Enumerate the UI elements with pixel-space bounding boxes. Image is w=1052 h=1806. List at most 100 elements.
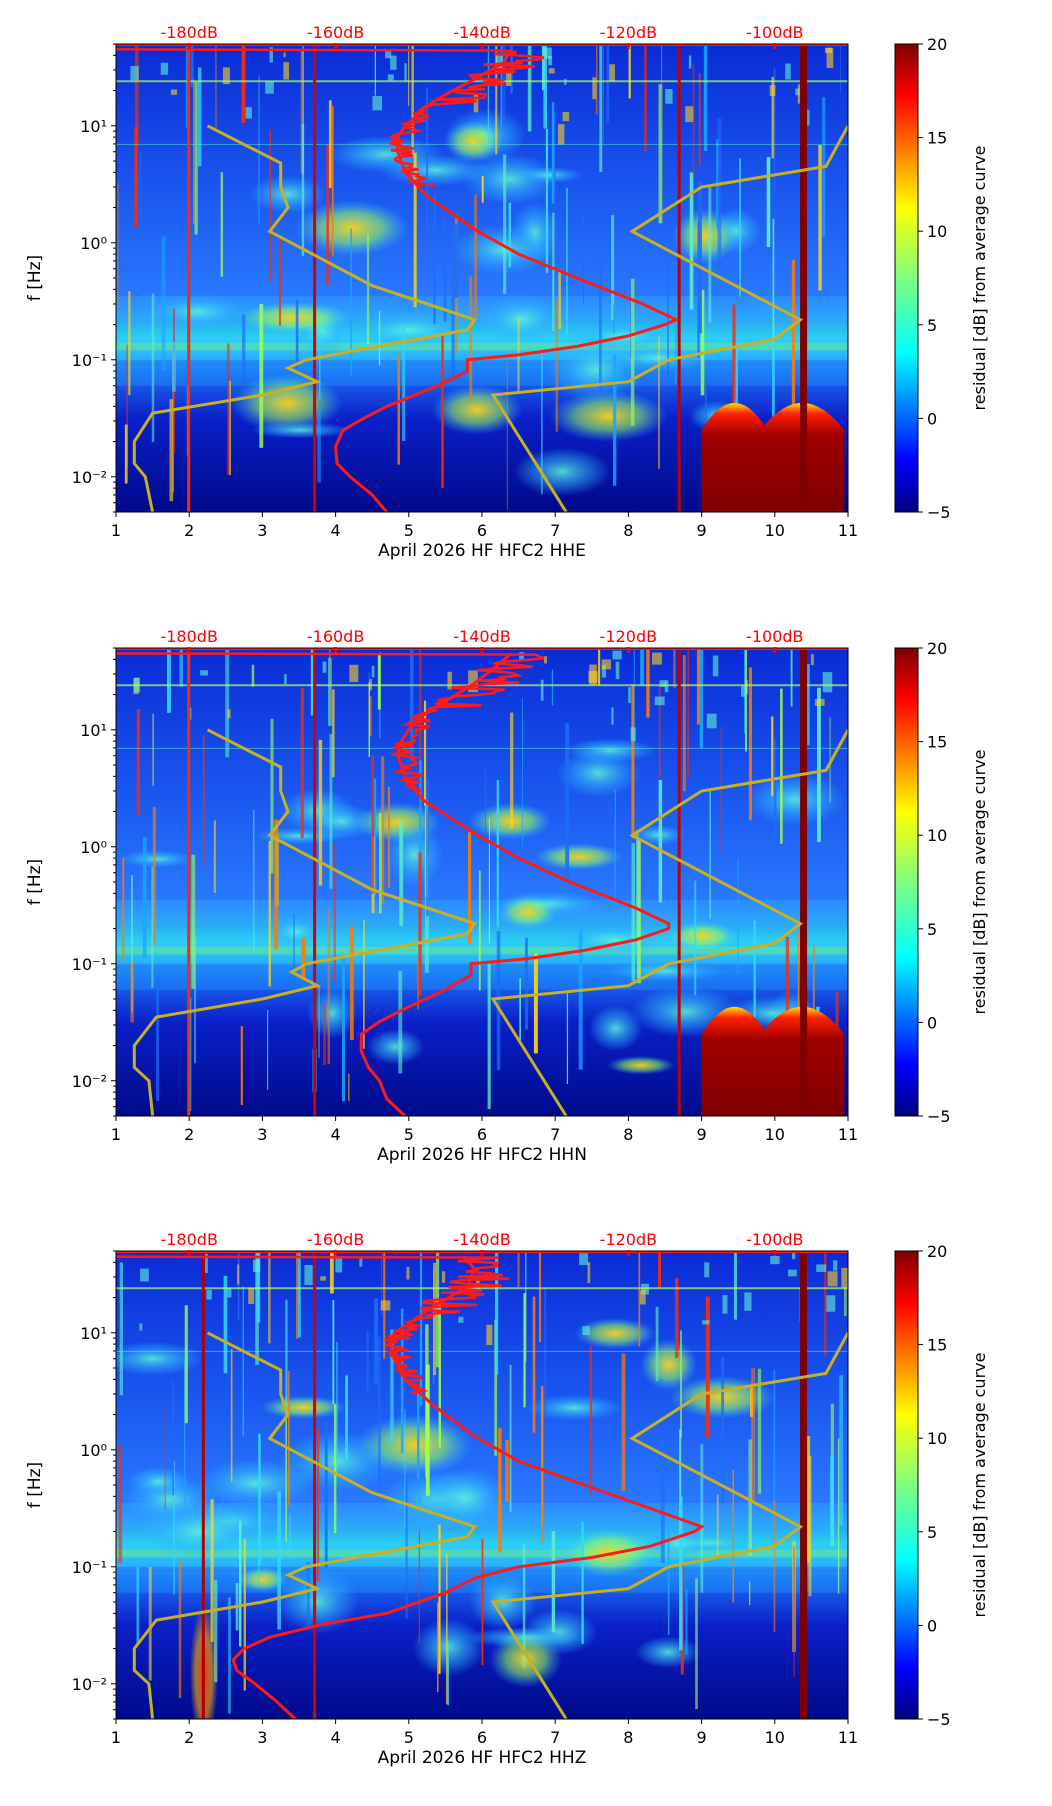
y-tick-label: 10¹ bbox=[80, 1324, 107, 1343]
transient-event-77 bbox=[839, 44, 841, 94]
hf-activity-23 bbox=[785, 63, 791, 80]
transient-event-45 bbox=[705, 378, 707, 431]
transient-event-64 bbox=[443, 218, 447, 322]
transient-event-2 bbox=[295, 299, 299, 369]
colorbar-tick-label: 10 bbox=[927, 826, 947, 845]
transient-event-27 bbox=[510, 712, 514, 829]
transient-event-56 bbox=[423, 700, 427, 806]
x-tick-label: 1 bbox=[111, 1125, 121, 1144]
transient-event-15 bbox=[416, 1390, 420, 1479]
transient-event-3 bbox=[495, 44, 498, 155]
transient-event-72 bbox=[772, 218, 775, 359]
transient-event-79 bbox=[297, 1251, 301, 1338]
hf-activity-7 bbox=[441, 1271, 446, 1283]
transient-event-39 bbox=[251, 664, 255, 687]
transient-event-69 bbox=[210, 1499, 214, 1642]
hf-activity-1 bbox=[349, 664, 359, 683]
transient-event-11 bbox=[812, 945, 815, 1022]
x-tick-label: 5 bbox=[404, 1728, 414, 1747]
top-db-label: -140dB bbox=[453, 1230, 510, 1249]
transient-event-94 bbox=[502, 44, 506, 127]
hf-activity-29 bbox=[372, 96, 383, 111]
long-period-arch-0 bbox=[701, 1006, 768, 1116]
transient-event-38 bbox=[226, 343, 230, 476]
transient-event-107 bbox=[268, 840, 271, 987]
transient-event-118 bbox=[223, 1275, 228, 1374]
x-tick-label: 9 bbox=[697, 521, 707, 540]
colorbar-tick-label: 10 bbox=[927, 222, 947, 241]
hf-activity-26 bbox=[640, 1290, 646, 1305]
transient-event-46 bbox=[378, 1336, 381, 1487]
transient-event-17 bbox=[131, 875, 133, 1013]
transient-event-13 bbox=[566, 187, 568, 338]
hf-activity-34 bbox=[797, 84, 801, 104]
top-db-label: -160dB bbox=[307, 23, 364, 42]
colorbar-tick-label: 5 bbox=[927, 316, 937, 335]
transient-event-65 bbox=[521, 697, 523, 846]
yellow-curve-right bbox=[490, 729, 848, 1116]
hf-activity-24 bbox=[582, 1326, 590, 1336]
y-tick-label: 10¹ bbox=[80, 117, 107, 136]
transient-event-29 bbox=[503, 154, 507, 294]
top-db-label: -160dB bbox=[307, 1230, 364, 1249]
spectrogram-panel-hhn: 1 2 3 4 5 6 7 8 9 10 11 10⁻² 10⁻¹ 10⁰ 10¹ -180dB -160dB -… bbox=[25, 627, 989, 1165]
transient-event-89 bbox=[807, 1435, 811, 1563]
spectral-blob-18 bbox=[667, 921, 737, 951]
hf-activity-14 bbox=[744, 1292, 752, 1311]
transient-event-75 bbox=[481, 175, 484, 203]
hf-activity-20 bbox=[654, 696, 665, 706]
transient-event-80 bbox=[816, 687, 821, 842]
hf-activity-28 bbox=[548, 68, 555, 74]
hf-activity-17 bbox=[824, 47, 832, 54]
hf-activity-30 bbox=[390, 55, 397, 70]
colorbar-tick-label: 20 bbox=[927, 1242, 947, 1261]
transient-event-53 bbox=[655, 1306, 659, 1382]
transient-event-35 bbox=[441, 336, 444, 489]
transient-event-3 bbox=[381, 756, 385, 904]
transient-event-7 bbox=[238, 1520, 242, 1647]
transient-event-105 bbox=[495, 1251, 499, 1375]
transient-event-101 bbox=[658, 1251, 662, 1289]
transient-event-51 bbox=[790, 648, 793, 707]
spectral-blob-21 bbox=[640, 1338, 698, 1391]
transient-event-10 bbox=[447, 1642, 450, 1706]
hf-activity-16 bbox=[704, 1262, 710, 1278]
hf-activity-16 bbox=[404, 63, 407, 81]
hf-activity-27 bbox=[505, 70, 512, 86]
transient-event-12 bbox=[214, 1580, 218, 1683]
transient-event-109 bbox=[124, 424, 128, 484]
transient-event-59 bbox=[333, 1403, 337, 1534]
transient-event-99 bbox=[301, 124, 305, 256]
transient-event-103 bbox=[612, 354, 617, 486]
colorbar-tick-label: −5 bbox=[927, 1710, 951, 1729]
colorbar-gradient bbox=[894, 647, 919, 1117]
transient-event-93 bbox=[213, 820, 216, 893]
transient-event-54 bbox=[667, 231, 669, 383]
vertical-glitch-1 bbox=[313, 1251, 317, 1719]
transient-event-72 bbox=[675, 1278, 679, 1358]
x-tick-label: 11 bbox=[838, 521, 858, 540]
transient-event-31 bbox=[757, 1368, 762, 1494]
transient-event-47 bbox=[445, 1553, 448, 1705]
transient-event-24 bbox=[589, 1346, 592, 1496]
transient-event-31 bbox=[190, 44, 194, 88]
transient-event-70 bbox=[296, 1251, 299, 1339]
transient-event-91 bbox=[748, 667, 753, 821]
transient-event-39 bbox=[318, 337, 321, 399]
hf-activity-10 bbox=[540, 679, 544, 701]
transient-event-34 bbox=[484, 766, 486, 878]
transient-event-117 bbox=[258, 75, 260, 225]
transient-event-98 bbox=[522, 1543, 526, 1669]
frequency-band-3 bbox=[116, 365, 848, 386]
y-axis-label: f [Hz] bbox=[25, 859, 45, 905]
hf-activity-13 bbox=[222, 67, 230, 85]
transient-event-62 bbox=[785, 937, 790, 1037]
hf-line-artifact-2 bbox=[116, 143, 848, 145]
transient-event-37 bbox=[318, 986, 320, 1058]
x-tick-label: 6 bbox=[477, 1125, 487, 1144]
hf-activity-5 bbox=[486, 1324, 493, 1345]
transient-event-88 bbox=[366, 1330, 369, 1394]
transient-event-56 bbox=[700, 1444, 704, 1593]
spectral-blob-25 bbox=[451, 224, 554, 275]
transient-event-81 bbox=[333, 843, 336, 982]
